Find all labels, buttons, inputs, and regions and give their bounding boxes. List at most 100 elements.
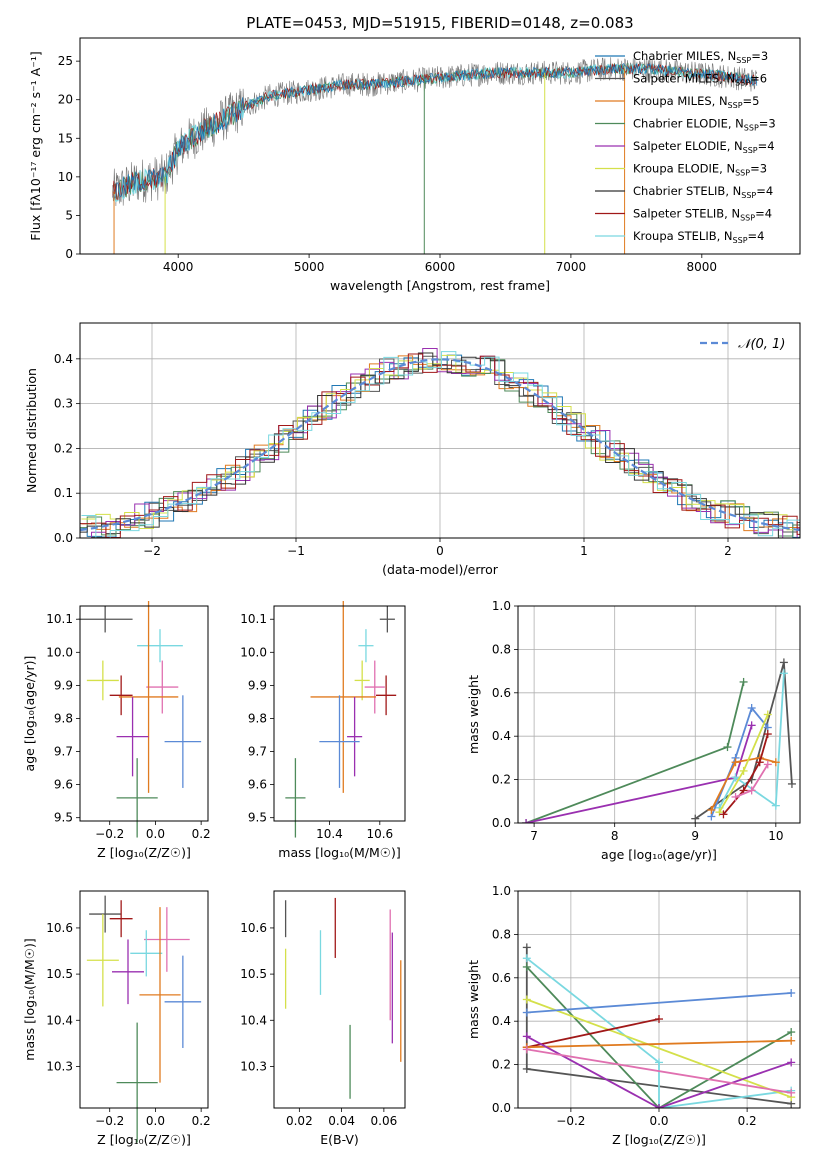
age-vs-mass-panel: 10.4 10.6 9.5 9.6 9.7 9.8 9.9 10.0 10.1 mass [log… xyxy=(240,601,406,860)
y-axis-label: age [log₁₀(age/yr)] xyxy=(22,656,37,772)
x-tick-label: 4000 xyxy=(163,260,194,274)
legend-entry: Kroupa MILES, NSSP=5 xyxy=(633,94,759,110)
y-tick-label: 0.0 xyxy=(54,531,73,545)
x-tick-label: 7 xyxy=(530,829,538,843)
y-tick-label: 0.0 xyxy=(492,816,511,830)
x-tick-label: −0.2 xyxy=(95,827,124,841)
y-tick-label: 10 xyxy=(58,170,73,184)
y-tick-label: 9.5 xyxy=(54,811,73,825)
y-axis-label: Flux [fλ10⁻¹⁷ erg cm⁻² s⁻¹ A⁻¹] xyxy=(28,51,43,240)
y-tick-label: 20 xyxy=(58,93,73,107)
legend-entry: Chabrier ELODIE, NSSP=3 xyxy=(633,117,776,133)
y-tick-label: 15 xyxy=(58,131,73,145)
x-axis-label: (data-model)/error xyxy=(382,562,499,577)
spectrum-panel: 4000 5000 6000 7000 8000 0 5 10 15 20 25 wavelength… xyxy=(28,37,801,293)
y-tick-label: 10.1 xyxy=(46,612,73,626)
x-tick-label: 0.04 xyxy=(328,1114,355,1128)
legend-entry: Salpeter STELIB, NSSP=4 xyxy=(633,207,772,223)
weight-series-line xyxy=(526,957,792,1108)
x-tick-label: −1 xyxy=(287,544,305,558)
x-tick-label: −0.2 xyxy=(556,1114,585,1128)
x-axis-label: age [log₁₀(age/yr)] xyxy=(601,847,717,862)
weight-series-line xyxy=(718,673,785,809)
legend-entry: Kroupa ELODIE, NSSP=3 xyxy=(633,162,767,178)
y-tick-label: 9.5 xyxy=(248,811,267,825)
y-tick-label: 0.6 xyxy=(492,971,511,985)
residuals-panel: −2 −1 0 1 2 0.0 0.1 0.2 0.3 0.4 (data-model)/error… xyxy=(24,322,801,577)
spectrum-model-line xyxy=(112,62,758,199)
x-tick-label: −2 xyxy=(143,544,161,558)
legend-entry: Kroupa STELIB, NSSP=4 xyxy=(633,229,764,245)
y-tick-label: 9.6 xyxy=(54,778,73,792)
y-tick-label: 9.6 xyxy=(248,778,267,792)
y-tick-label: 5 xyxy=(65,208,73,222)
y-tick-label: 1.0 xyxy=(492,884,511,898)
y-tick-label: 1.0 xyxy=(492,599,511,613)
y-tick-label: 0.1 xyxy=(54,486,73,500)
x-tick-label: 0.0 xyxy=(146,827,165,841)
y-tick-label: 10.0 xyxy=(240,645,267,659)
y-axis-label: mass [log₁₀(M/M☉)] xyxy=(22,938,37,1060)
spectrum-lines xyxy=(112,57,758,254)
figure-title: PLATE=0453, MJD=51915, FIBERID=0148, z=0… xyxy=(246,14,633,32)
weight-series-line xyxy=(526,966,792,1108)
y-tick-label: 10.4 xyxy=(240,1013,267,1027)
x-axis-label: Z [log₁₀(Z/Z☉)] xyxy=(612,1132,706,1147)
age-vs-Z-panel: −0.2 0.0 0.2 9.5 9.6 9.7 9.8 9.9 10.0 10.1 Z [log₁… xyxy=(22,601,211,860)
y-tick-label: 9.7 xyxy=(248,745,267,759)
x-tick-label: 10.6 xyxy=(366,827,393,841)
y-tick-label: 10.3 xyxy=(240,1059,267,1073)
legend-entry: 𝒩(0, 1) xyxy=(738,337,785,352)
x-tick-label: 0.02 xyxy=(286,1114,313,1128)
weight-series-line xyxy=(526,1039,792,1049)
x-tick-label: −0.2 xyxy=(95,1114,124,1128)
x-tick-label: 0.2 xyxy=(738,1114,757,1128)
y-tick-label: 10.5 xyxy=(240,967,267,981)
histogram-lines xyxy=(80,347,800,538)
y-tick-label: 10.6 xyxy=(240,921,267,935)
x-tick-label: 9 xyxy=(691,829,699,843)
y-tick-label: 10.4 xyxy=(46,1013,73,1027)
y-tick-label: 10.3 xyxy=(46,1059,73,1073)
y-tick-label: 9.9 xyxy=(54,678,73,692)
weight-lines xyxy=(522,658,796,823)
histogram-series xyxy=(80,353,800,538)
axes-frame xyxy=(517,605,801,824)
x-tick-label: 0.2 xyxy=(192,827,211,841)
x-axis-label: Z [log₁₀(Z/Z☉)] xyxy=(97,845,191,860)
y-tick-label: 10.5 xyxy=(46,967,73,981)
y-tick-label: 10.0 xyxy=(46,645,73,659)
weight-series-line xyxy=(525,681,745,823)
y-tick-label: 0.8 xyxy=(492,927,511,941)
weight-series-line xyxy=(722,733,769,815)
x-tick-label: 8 xyxy=(611,829,619,843)
legend-entry: Salpeter ELODIE, NSSP=4 xyxy=(633,139,775,155)
y-tick-label: 0.2 xyxy=(492,1058,511,1072)
x-tick-label: 8000 xyxy=(687,260,718,274)
y-tick-label: 0.4 xyxy=(492,1014,511,1028)
x-tick-label: 2 xyxy=(724,544,732,558)
weight-series-line xyxy=(526,1018,660,1049)
weight-series-line xyxy=(526,998,792,1099)
weight-vs-age-panel: 7 8 9 10 0.0 0.2 0.4 0.6 0.8 1.0 age [log₁₀(age/yr… xyxy=(466,599,801,862)
y-tick-label: 9.8 xyxy=(248,711,267,725)
axes-frame xyxy=(517,890,801,1109)
y-tick-label: 9.9 xyxy=(248,678,267,692)
x-axis-label: wavelength [Angstrom, rest frame] xyxy=(330,278,550,293)
axes-frame xyxy=(273,605,406,822)
spectrum-model-line xyxy=(112,62,758,200)
weight-series-line xyxy=(526,1035,792,1108)
legend-entry: Salpeter MILES, NSSP=6 xyxy=(633,72,767,88)
y-tick-label: 0.0 xyxy=(492,1101,511,1115)
histogram-series xyxy=(81,351,800,538)
x-tick-label: 0.0 xyxy=(146,1114,165,1128)
x-tick-label: 0.06 xyxy=(371,1114,398,1128)
axes-frame xyxy=(79,605,209,822)
x-tick-label: 6000 xyxy=(425,260,456,274)
y-tick-label: 0.6 xyxy=(492,686,511,700)
axes-frame xyxy=(79,322,801,539)
y-axis-label: mass weight xyxy=(466,960,481,1039)
weight-series-line xyxy=(526,1048,792,1094)
x-tick-label: 1 xyxy=(580,544,588,558)
